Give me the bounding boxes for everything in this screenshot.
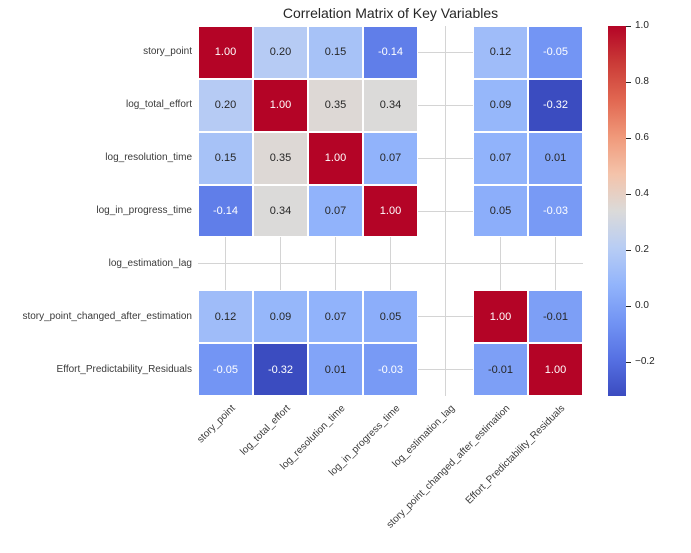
heatmap-cell: 0.12	[198, 290, 253, 344]
y-tick-label: story_point_changed_after_estimation	[22, 310, 192, 322]
heatmap-cell: 1.00	[253, 78, 308, 132]
heatmap-cell: -0.03	[363, 343, 418, 396]
colorbar-tick-label: 0.4	[635, 188, 649, 200]
colorbar-tick-mark	[626, 305, 631, 307]
y-tick-label: log_estimation_lag	[108, 257, 192, 269]
colorbar-tick-label: 0.0	[635, 300, 649, 312]
colorbar-tick-mark	[626, 361, 631, 363]
heatmap-cell: 1.00	[363, 184, 418, 238]
x-tick-label: log_total_effort	[237, 403, 293, 458]
heatmap-cell: 0.07	[473, 131, 528, 185]
colorbar-tick-mark	[626, 137, 631, 139]
colorbar-tick-mark	[626, 249, 631, 251]
heatmap-cell: -0.05	[198, 343, 253, 396]
x-tick-label: story_point	[194, 403, 238, 446]
heatmap-cell: -0.01	[473, 343, 528, 396]
heatmap-cell: 0.15	[308, 26, 363, 79]
y-tick-label: story_point	[143, 46, 192, 58]
colorbar-tick-label: −0.2	[635, 356, 655, 368]
x-tick-label: story_point_changed_after_estimation	[384, 403, 513, 531]
colorbar-tick-mark	[626, 193, 631, 195]
heatmap-cell: 0.09	[473, 78, 528, 132]
colorbar-tick-mark	[626, 25, 631, 27]
colorbar-tick-label: 0.6	[635, 132, 649, 144]
heatmap-cell: 0.20	[253, 26, 308, 79]
colorbar-gradient	[608, 26, 626, 396]
heatmap-cell: -0.03	[528, 184, 583, 238]
heatmap-cell: 1.00	[473, 290, 528, 344]
heatmap-cell: -0.32	[253, 343, 308, 396]
colorbar-tick-label: 0.2	[635, 244, 649, 256]
heatmap-cell: 0.07	[363, 131, 418, 185]
y-tick-label: Effort_Predictability_Residuals	[56, 363, 192, 375]
y-tick-label: log_total_effort	[126, 99, 192, 111]
heatmap-cell: 1.00	[308, 131, 363, 185]
heatmap-cell: 0.07	[308, 290, 363, 344]
heatmap-cell: 0.01	[528, 131, 583, 185]
heatmap-cell: 0.07	[308, 184, 363, 238]
heatmap-cell: 0.35	[308, 78, 363, 132]
heatmap-cell: 0.20	[198, 78, 253, 132]
heatmap-cell: 0.05	[363, 290, 418, 344]
heatmap-cell: -0.14	[198, 184, 253, 238]
heatmap-cell: 0.09	[253, 290, 308, 344]
heatmap-cell: -0.32	[528, 78, 583, 132]
heatmap-cell: 0.01	[308, 343, 363, 396]
gridline-horizontal	[198, 263, 583, 265]
x-tick-label: Effort_Predictability_Residuals	[463, 403, 568, 507]
heatmap-cell: 1.00	[198, 26, 253, 79]
heatmap-cell: 0.35	[253, 131, 308, 185]
y-tick-label: log_resolution_time	[105, 152, 192, 164]
heatmap-cell: 0.12	[473, 26, 528, 79]
heatmap-cell: 1.00	[528, 343, 583, 396]
colorbar-tick-label: 0.8	[635, 76, 649, 88]
heatmap-cell: 0.15	[198, 131, 253, 185]
gridline-vertical	[445, 26, 446, 396]
heatmap-cell: -0.05	[528, 26, 583, 79]
heatmap-cell: -0.01	[528, 290, 583, 344]
chart-title: Correlation Matrix of Key Variables	[282, 5, 499, 21]
colorbar-tick-label: 1.0	[635, 20, 649, 31]
heatmap-cell: 0.34	[363, 78, 418, 132]
y-tick-label: log_in_progress_time	[96, 205, 192, 216]
heatmap-cell: 0.34	[253, 184, 308, 238]
heatmap-cell: -0.14	[363, 26, 418, 79]
colorbar-tick-mark	[626, 81, 631, 83]
heatmap-cell: 0.05	[473, 184, 528, 238]
